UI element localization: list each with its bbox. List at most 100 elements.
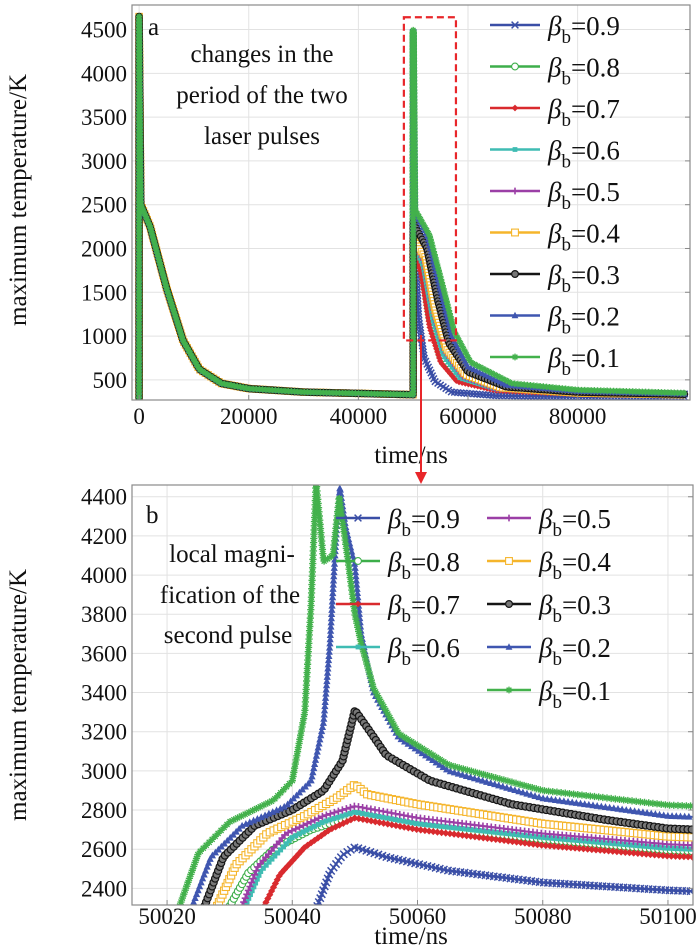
y-tick-label: 2500 <box>81 193 127 218</box>
data-point-marker <box>410 244 417 251</box>
legend-value: =0.1 <box>571 343 620 373</box>
x-tick-label: 80000 <box>549 404 607 429</box>
data-point-marker <box>135 240 143 247</box>
data-point-marker <box>439 282 446 289</box>
data-point-marker <box>169 305 177 312</box>
y-tick-label: 1000 <box>81 324 127 349</box>
data-point-marker <box>174 320 182 328</box>
data-point-marker <box>410 279 417 287</box>
data-point-marker <box>436 336 441 342</box>
data-point-marker <box>424 283 429 289</box>
data-point-marker <box>448 319 456 327</box>
data-point-marker <box>411 204 418 212</box>
legend-symbol: β <box>547 260 562 290</box>
legend-symbol: β <box>547 94 562 124</box>
data-point-marker <box>175 323 183 331</box>
data-point-marker <box>410 247 417 255</box>
data-point-marker <box>423 280 429 286</box>
data-point-marker <box>457 375 462 381</box>
data-point-marker <box>410 362 417 370</box>
data-point-marker <box>140 207 147 215</box>
data-point-marker <box>410 131 418 138</box>
data-point-marker <box>410 340 417 347</box>
data-point-marker <box>135 208 143 215</box>
data-point-marker <box>410 318 417 325</box>
legend-symbol: β <box>547 177 562 207</box>
data-point-marker <box>444 357 449 362</box>
data-point-marker <box>429 315 435 320</box>
ticks-a: 0 20000 40000 60000 800005001000150020002500… <box>81 18 690 429</box>
data-point-marker <box>435 333 440 339</box>
data-point-marker <box>410 238 417 245</box>
legend-item: βb=0.8 <box>490 53 620 90</box>
data-point-marker <box>178 333 185 340</box>
data-point-marker <box>430 318 436 323</box>
data-point-marker <box>680 389 688 397</box>
data-point-marker <box>167 299 175 306</box>
data-point-marker <box>458 343 466 350</box>
data-point-marker <box>423 227 431 234</box>
legend-marker-icon <box>511 270 520 279</box>
legend-marker-icon <box>511 311 519 319</box>
data-point-marker <box>460 345 467 353</box>
data-point-marker <box>411 156 418 164</box>
data-point-marker <box>177 329 184 337</box>
data-point-marker <box>446 310 453 317</box>
data-point-marker <box>420 261 425 267</box>
data-point-marker <box>173 317 181 325</box>
data-point-marker <box>442 354 447 360</box>
legend-subscript: b <box>561 69 571 90</box>
data-point-marker <box>188 352 196 360</box>
data-point-marker <box>152 243 159 251</box>
legend-marker-icon <box>512 147 518 152</box>
data-point-marker <box>411 172 418 180</box>
data-point-marker <box>426 232 434 240</box>
data-point-marker <box>485 368 492 375</box>
data-point-marker <box>445 304 452 311</box>
data-point-marker <box>135 211 143 219</box>
data-point-marker <box>410 302 417 309</box>
data-point-marker <box>410 215 417 223</box>
data-point-marker <box>162 281 169 288</box>
data-point-marker <box>449 365 455 370</box>
data-point-marker <box>427 302 433 308</box>
data-point-marker <box>433 260 441 268</box>
data-point-marker <box>410 234 417 242</box>
data-point-marker <box>449 322 457 330</box>
legend-label: βb=0.1 <box>547 343 620 380</box>
data-point-marker <box>146 222 153 229</box>
legend-subscript: b <box>561 318 571 339</box>
data-point-marker <box>464 354 472 361</box>
data-point-marker <box>491 371 498 378</box>
data-point-marker <box>135 221 143 228</box>
data-point-marker <box>193 361 200 368</box>
legend-symbol: β <box>547 53 562 83</box>
data-point-marker <box>410 260 417 267</box>
data-point-marker <box>156 259 163 266</box>
data-point-marker <box>410 382 417 389</box>
plot-frame-a <box>131 4 691 401</box>
annotation-a-line3: laser pulses <box>204 123 320 150</box>
data-point-marker <box>429 245 437 252</box>
data-point-marker <box>439 349 445 354</box>
data-point-marker <box>424 286 430 292</box>
data-point-marker <box>410 292 417 299</box>
arrow-head-icon <box>415 472 427 484</box>
data-point-marker <box>166 293 173 300</box>
data-point-marker <box>416 253 421 258</box>
y-tick-label: 2000 <box>81 236 127 261</box>
data-point-marker <box>182 341 189 349</box>
data-point-marker <box>410 356 417 363</box>
legend-subscript: b <box>561 27 571 48</box>
data-point-marker <box>410 289 417 296</box>
data-point-marker <box>410 286 417 293</box>
data-point-marker <box>410 270 417 277</box>
data-point-marker <box>135 243 143 251</box>
data-point-marker <box>445 307 453 314</box>
data-point-marker <box>437 276 445 283</box>
data-point-marker <box>410 346 417 354</box>
data-point-marker <box>422 274 428 279</box>
legend-label: βb=0.6 <box>547 136 620 173</box>
data-point-marker <box>411 176 418 183</box>
data-point-marker <box>149 231 156 239</box>
